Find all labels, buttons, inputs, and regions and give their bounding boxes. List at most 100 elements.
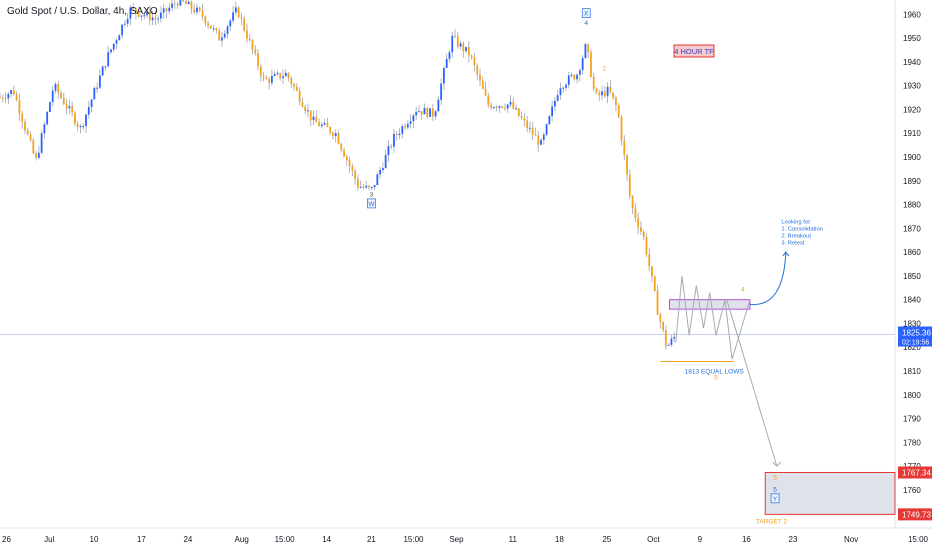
target-arrow-head [772, 461, 782, 467]
candle-body [234, 7, 237, 13]
y-tick-label: 1890 [903, 177, 921, 186]
candle-body [51, 90, 54, 103]
candle-body [221, 37, 223, 41]
candle-body [540, 139, 542, 145]
candle-body [384, 155, 387, 169]
candle-body [173, 3, 176, 5]
y-tick-label: 1820 [903, 343, 921, 352]
candle-body [184, 0, 187, 5]
candle-body [276, 72, 279, 75]
candle-body [0, 97, 1, 99]
candle-body [581, 57, 584, 71]
candle-body [404, 126, 406, 128]
y-tick-label: 1870 [903, 224, 921, 233]
wave-label: Y [773, 496, 778, 503]
candle-body [559, 88, 562, 96]
candle-body [667, 344, 670, 346]
current-price-countdown: 02:19:56 [902, 339, 929, 346]
candle-body [74, 112, 76, 124]
x-tick-label: 16 [742, 535, 751, 544]
candle-body [548, 116, 551, 125]
candle-body [46, 111, 49, 125]
x-tick-label: 17 [137, 535, 146, 544]
candle-body [664, 330, 667, 346]
candle-body [187, 1, 190, 5]
candle-body [129, 7, 132, 19]
candle-body [154, 17, 157, 19]
x-tick-label: 10 [90, 535, 99, 544]
target-arrow-line [726, 299, 778, 467]
candle-body [218, 30, 221, 41]
candle-body [121, 24, 123, 36]
candle-body [43, 124, 46, 134]
wave-label: 4 [584, 20, 588, 27]
candle-body [501, 106, 504, 108]
candle-body [101, 66, 104, 76]
candle-body [576, 74, 578, 80]
candle-body [290, 77, 293, 85]
current-price-value: 1825.36 [902, 328, 931, 337]
candle-body [157, 18, 160, 20]
candle-body [182, 0, 185, 1]
candle-body [395, 133, 398, 135]
symbol-title[interactable]: Gold Spot / U.S. Dollar, 4h, SAXO [7, 6, 158, 17]
candle-body [68, 106, 71, 109]
time-axis[interactable]: 26 Jul 10 17 24 Aug 15:00 14 21 15:00 Sep 11 18 25 Oct… [2, 535, 929, 544]
candle-body [32, 140, 35, 154]
candle-body [473, 57, 476, 66]
candle-body [662, 321, 665, 331]
x-tick-label: 15:00 [403, 535, 424, 544]
candle-body [479, 74, 481, 81]
candle-body [634, 208, 637, 219]
candle-body [451, 35, 454, 53]
y-tick-label: 1810 [903, 367, 921, 376]
candle-body [279, 72, 282, 79]
x-tick-label: 14 [322, 535, 331, 544]
candle-body [440, 83, 443, 100]
price-axis[interactable]: 1960 1950 1940 1930 1920 1910 1900 1890 1880 1870… [903, 10, 921, 518]
candle-body [445, 58, 448, 69]
candle-body [537, 135, 540, 145]
candle-body [542, 134, 545, 140]
candle-body [143, 15, 146, 17]
candle-body [418, 111, 420, 113]
candle-body [651, 266, 653, 277]
candlestick-series [0, 0, 676, 350]
candle-body [456, 36, 459, 47]
candle-body [135, 8, 137, 14]
y-tick-label: 1830 [903, 319, 921, 328]
x-tick-label: Sep [449, 535, 464, 544]
candle-body [437, 99, 440, 112]
breakout-curve [749, 252, 787, 305]
candle-body [4, 98, 7, 100]
price-axis-labels: 1825.36 02:19:56 1767.34 1749.73 [898, 326, 932, 521]
candle-body [631, 196, 634, 209]
candle-body [168, 7, 171, 12]
candle-body [628, 174, 631, 197]
candle-body [659, 314, 662, 322]
wave-label: 2 [602, 65, 606, 72]
candle-body [54, 84, 57, 91]
candle-body [603, 91, 606, 97]
candle-body [87, 106, 90, 115]
candle-body [104, 66, 107, 68]
candle-body [612, 92, 615, 98]
wave-label: 4 [741, 287, 745, 294]
candle-body [351, 166, 354, 171]
candle-body [420, 111, 423, 115]
candle-body [567, 75, 570, 85]
candle-body [653, 276, 656, 291]
candle-body [492, 107, 495, 109]
candle-body [454, 35, 456, 37]
target-label: TARGET 2 [756, 518, 788, 525]
candle-body [259, 66, 262, 76]
candle-body [165, 8, 168, 12]
candle-body [415, 111, 418, 116]
wave-label: 3 [370, 191, 374, 198]
candle-body [584, 44, 587, 58]
y-tick-label: 1950 [903, 34, 921, 43]
x-tick-label: 11 [509, 535, 518, 544]
candle-body [323, 123, 326, 125]
